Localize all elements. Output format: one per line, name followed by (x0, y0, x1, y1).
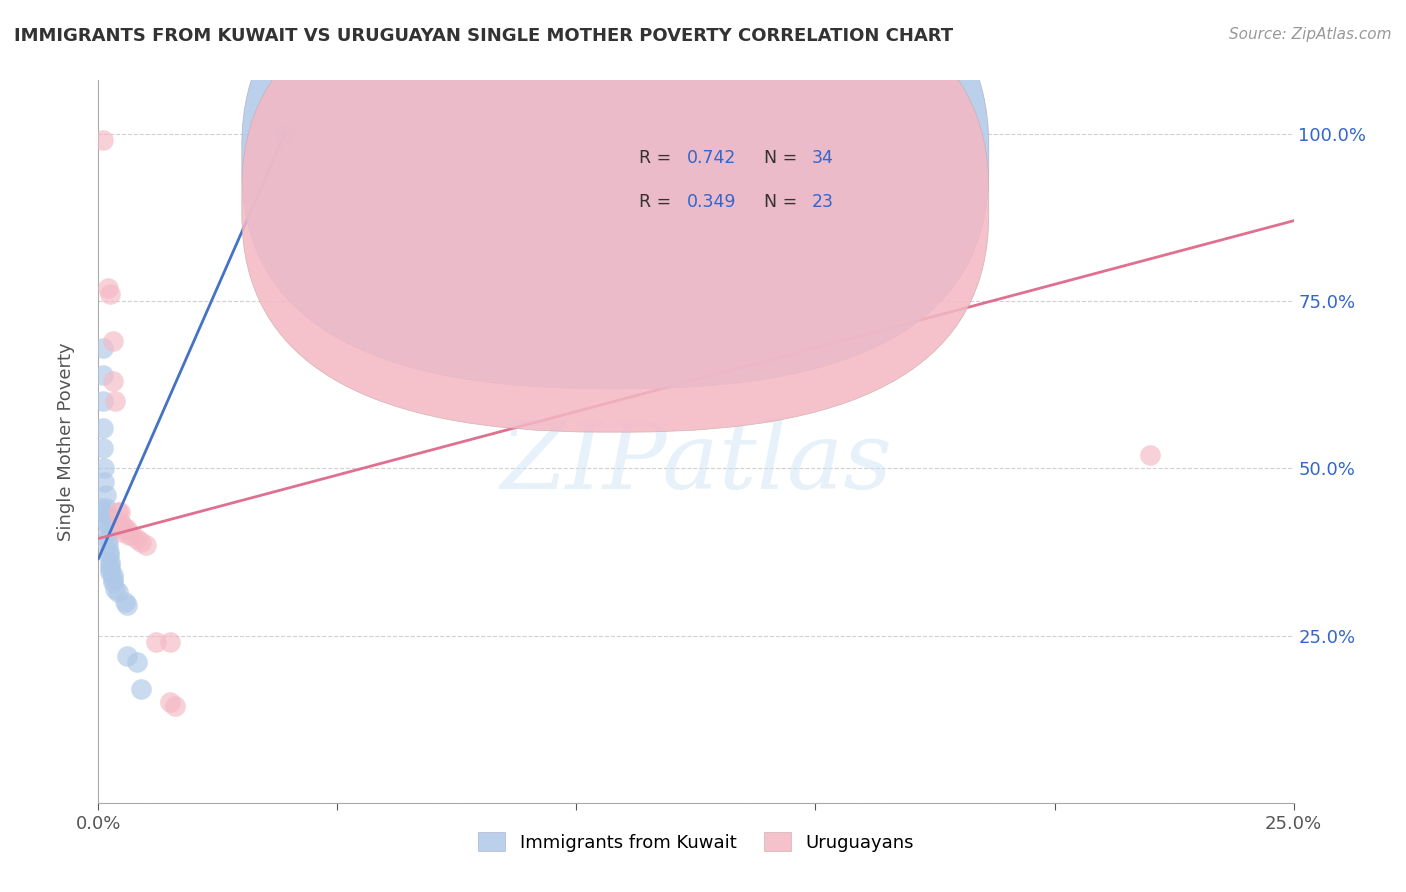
Point (104, 582, 127, 596)
Text: R =: R = (638, 193, 676, 211)
Point (101, 375, 124, 389)
Point (131, 681, 153, 696)
Text: 34: 34 (811, 149, 834, 168)
Point (107, 505, 129, 519)
Point (98, 555, 122, 569)
Point (108, 505, 131, 519)
Text: 0.349: 0.349 (686, 193, 735, 211)
Point (101, 334, 124, 349)
Point (118, 528, 141, 542)
Point (108, 515, 131, 529)
Point (101, 575, 124, 590)
Point (98, 287, 122, 301)
Point (94, 488, 117, 502)
Point (107, 585, 129, 599)
Point (131, 534, 153, 549)
Point (98, 565, 122, 579)
Text: 23: 23 (811, 193, 834, 211)
Text: ZIPatlas: ZIPatlas (501, 418, 891, 508)
FancyBboxPatch shape (242, 0, 988, 389)
Text: N =: N = (763, 149, 803, 168)
Point (111, 524, 134, 539)
Point (1139, 448, 1161, 462)
Point (96, 508, 118, 523)
Point (97, 524, 120, 539)
Point (101, 568, 124, 582)
Point (115, 599, 138, 613)
Point (91, 505, 114, 519)
Text: R =: R = (638, 149, 676, 168)
Point (101, 572, 124, 586)
Point (111, 518, 134, 533)
Point (115, 521, 138, 535)
Point (163, 698, 186, 713)
Point (125, 655, 148, 669)
Point (91, 421, 114, 435)
Point (91, 341, 114, 355)
Point (159, 635, 181, 649)
Point (93, 475, 115, 489)
Text: IMMIGRANTS FROM KUWAIT VS URUGUAYAN SINGLE MOTHER POVERTY CORRELATION CHART: IMMIGRANTS FROM KUWAIT VS URUGUAYAN SING… (14, 27, 953, 45)
Point (121, 528, 143, 542)
Point (90, 501, 112, 516)
Text: 0.742: 0.742 (686, 149, 735, 168)
Point (114, 521, 136, 535)
Point (135, 538, 157, 552)
Point (97, 538, 120, 552)
Legend: Immigrants from Kuwait, Uruguayans: Immigrants from Kuwait, Uruguayans (471, 825, 921, 859)
Point (115, 648, 138, 663)
Point (97, 518, 120, 533)
Point (114, 595, 136, 609)
Point (145, 635, 167, 649)
Point (96, 515, 118, 529)
Point (94, 501, 117, 516)
Point (91, 442, 114, 455)
FancyBboxPatch shape (585, 124, 877, 232)
FancyBboxPatch shape (242, 0, 988, 432)
Point (125, 532, 148, 546)
Point (97, 281, 120, 295)
Point (93, 461, 115, 475)
Point (159, 696, 181, 710)
Point (97, 545, 120, 559)
Y-axis label: Single Mother Poverty: Single Mother Poverty (56, 343, 75, 541)
Point (91, 134, 114, 148)
Point (97, 532, 120, 546)
Point (97, 548, 120, 563)
Point (274, 127, 297, 141)
Point (98, 558, 122, 573)
Point (91, 394, 114, 409)
Point (91, 368, 114, 382)
Text: N =: N = (763, 193, 803, 211)
Text: Source: ZipAtlas.com: Source: ZipAtlas.com (1229, 27, 1392, 42)
Point (104, 394, 127, 409)
Point (98, 562, 122, 576)
